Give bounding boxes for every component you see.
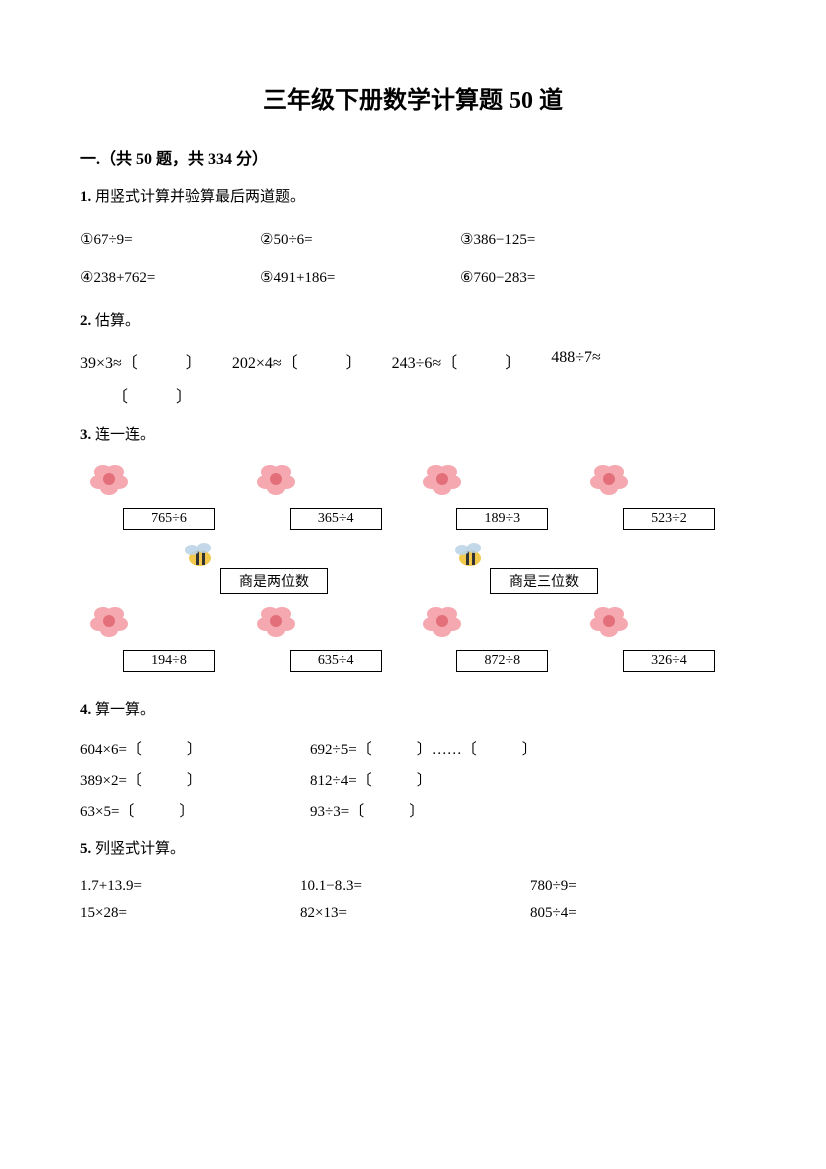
q1-item: ③386−125=	[460, 226, 660, 255]
match-category: 商是两位数	[198, 548, 358, 594]
match-diagram: 765÷6 365÷4 189÷3 523÷2	[93, 470, 733, 672]
q4-prompt: 4. 算一算。	[80, 696, 746, 725]
q4-item: 63×5=〔 〕	[80, 800, 310, 821]
q4-row: 63×5=〔 〕 93÷3=〔 〕	[80, 800, 746, 821]
match-card: 872÷8	[426, 612, 566, 672]
flower-icon	[254, 462, 298, 496]
match-card: 189÷3	[426, 470, 566, 530]
q2-item: 488÷7≈	[551, 349, 601, 367]
q4-item: 692÷5=〔 〕……〔 〕	[310, 738, 620, 759]
q5-row: 1.7+13.9= 10.1−8.3= 780÷9=	[80, 878, 746, 895]
q5-text: 列竖式计算。	[95, 841, 185, 857]
q5-item: 10.1−8.3=	[300, 878, 530, 895]
q5-number: 5.	[80, 841, 95, 857]
flower-icon	[87, 462, 131, 496]
match-middle-row: 商是两位数 商是三位数	[93, 548, 733, 594]
q4-item: 93÷3=〔 〕	[310, 800, 620, 821]
q3-prompt: 3. 连一连。	[80, 421, 746, 450]
q1-prompt: 1. 用竖式计算并验算最后两道题。	[80, 183, 746, 212]
q1-item: ④238+762=	[80, 264, 260, 293]
q4-item: 604×6=〔 〕	[80, 738, 310, 759]
q4-item: 389×2=〔 〕	[80, 769, 310, 790]
match-category-label: 商是三位数	[490, 568, 598, 594]
match-bottom-row: 194÷8 635÷4 872÷8 326÷4	[93, 612, 733, 672]
page-title: 三年级下册数学计算题 50 道	[80, 80, 746, 115]
flower-icon	[587, 604, 631, 638]
match-category-label: 商是两位数	[220, 568, 328, 594]
q2-item: 202×4≈〔 〕	[232, 349, 362, 373]
q4-row: 604×6=〔 〕 692÷5=〔 〕……〔 〕	[80, 738, 746, 759]
q4-text: 算一算。	[95, 702, 155, 718]
match-card-label: 635÷4	[290, 650, 382, 672]
q5-item: 805÷4=	[530, 905, 680, 922]
q1-item: ⑥760−283=	[460, 264, 660, 293]
match-card-label: 189÷3	[456, 508, 548, 530]
bee-icon	[450, 542, 484, 568]
q5-prompt: 5. 列竖式计算。	[80, 835, 746, 864]
flower-icon	[420, 604, 464, 638]
q2-number: 2.	[80, 313, 95, 329]
match-card-label: 194÷8	[123, 650, 215, 672]
q1-number: 1.	[80, 189, 95, 205]
q5-item: 1.7+13.9=	[80, 878, 300, 895]
page: 三年级下册数学计算题 50 道 一.（共 50 题，共 334 分） 1. 用竖…	[0, 0, 826, 1169]
match-card: 326÷4	[593, 612, 733, 672]
match-card-label: 765÷6	[123, 508, 215, 530]
q1-item: ②50÷6=	[260, 226, 460, 255]
q1-item: ⑤491+186=	[260, 264, 460, 293]
match-card: 365÷4	[260, 470, 400, 530]
match-card-label: 326÷4	[623, 650, 715, 672]
q5-row: 15×28= 82×13= 805÷4=	[80, 905, 746, 922]
section-header: 一.（共 50 题，共 334 分）	[80, 145, 746, 169]
bee-icon	[180, 542, 214, 568]
match-top-row: 765÷6 365÷4 189÷3 523÷2	[93, 470, 733, 530]
q3-text: 连一连。	[95, 427, 155, 443]
match-card: 765÷6	[93, 470, 233, 530]
flower-icon	[587, 462, 631, 496]
q3-number: 3.	[80, 427, 95, 443]
q2-prompt: 2. 估算。	[80, 307, 746, 336]
flower-icon	[420, 462, 464, 496]
match-card: 523÷2	[593, 470, 733, 530]
match-card-label: 365÷4	[290, 508, 382, 530]
match-card-label: 523÷2	[623, 508, 715, 530]
q1-row-1: ①67÷9= ②50÷6= ③386−125=	[80, 226, 746, 255]
match-card-label: 872÷8	[456, 650, 548, 672]
q4-number: 4.	[80, 702, 95, 718]
q1-item: ①67÷9=	[80, 226, 260, 255]
flower-icon	[254, 604, 298, 638]
q2-item: 243÷6≈〔 〕	[392, 349, 522, 373]
q5-item: 82×13=	[300, 905, 530, 922]
q4-item: 812÷4=〔 〕	[310, 769, 620, 790]
q2-item: 39×3≈〔 〕	[80, 349, 202, 373]
match-card: 194÷8	[93, 612, 233, 672]
q1-row-2: ④238+762= ⑤491+186= ⑥760−283=	[80, 264, 746, 293]
q2-row: 39×3≈〔 〕 202×4≈〔 〕 243÷6≈〔 〕 488÷7≈	[80, 349, 746, 373]
q5-item: 780÷9=	[530, 878, 680, 895]
q2-text: 估算。	[95, 313, 140, 329]
flower-icon	[87, 604, 131, 638]
q5-item: 15×28=	[80, 905, 300, 922]
q4-row: 389×2=〔 〕 812÷4=〔 〕	[80, 769, 746, 790]
q1-text: 用竖式计算并验算最后两道题。	[95, 189, 305, 205]
q2-tail: 〔 〕	[80, 383, 746, 407]
match-card: 635÷4	[260, 612, 400, 672]
match-category: 商是三位数	[468, 548, 628, 594]
